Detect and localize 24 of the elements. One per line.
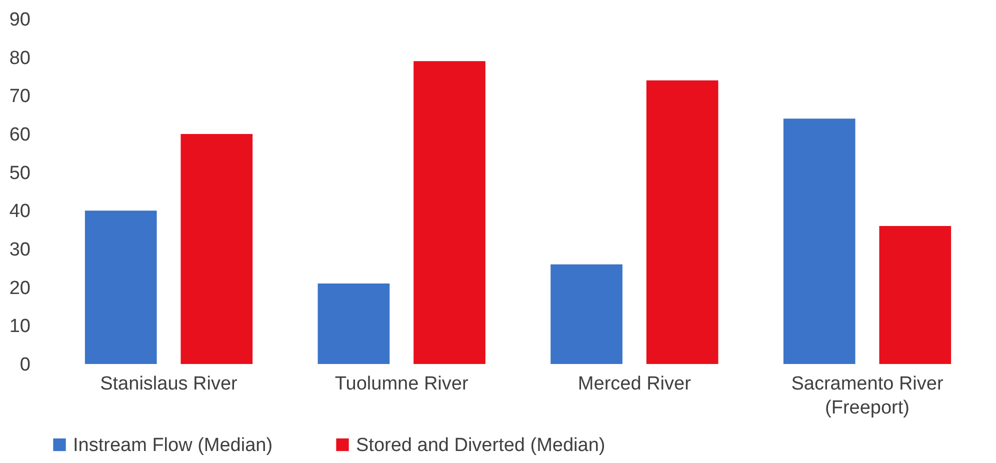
x-tick-label: Sacramento River (Freeport)	[791, 374, 944, 418]
y-tick-label: 50	[9, 162, 30, 184]
bar	[180, 134, 253, 364]
y-tick-label: 90	[9, 10, 30, 30]
y-tick-label: 70	[9, 86, 30, 108]
bar	[318, 284, 390, 364]
y-tick-label: 10	[9, 316, 30, 338]
y-tick-label: 40	[9, 201, 30, 222]
y-tick-label: 80	[9, 48, 30, 69]
y-tick-label: 20	[9, 278, 30, 299]
x-tick-label: Merced River	[578, 374, 692, 394]
x-tick-label: Tuolumne River	[334, 374, 469, 394]
legend-label: Stored and Diverted (Median)	[356, 434, 606, 456]
y-tick-label: 0	[20, 354, 30, 376]
bar	[414, 61, 486, 364]
y-tick-label: 60	[9, 124, 30, 146]
bar	[550, 264, 622, 364]
y-tick-label: 30	[9, 240, 30, 260]
bar	[879, 226, 952, 364]
bar	[783, 118, 856, 364]
bar	[84, 210, 157, 364]
legend-label: Instream Flow (Median)	[73, 434, 273, 456]
bar	[646, 80, 718, 364]
x-tick-label: Stanislaus River	[100, 374, 238, 394]
